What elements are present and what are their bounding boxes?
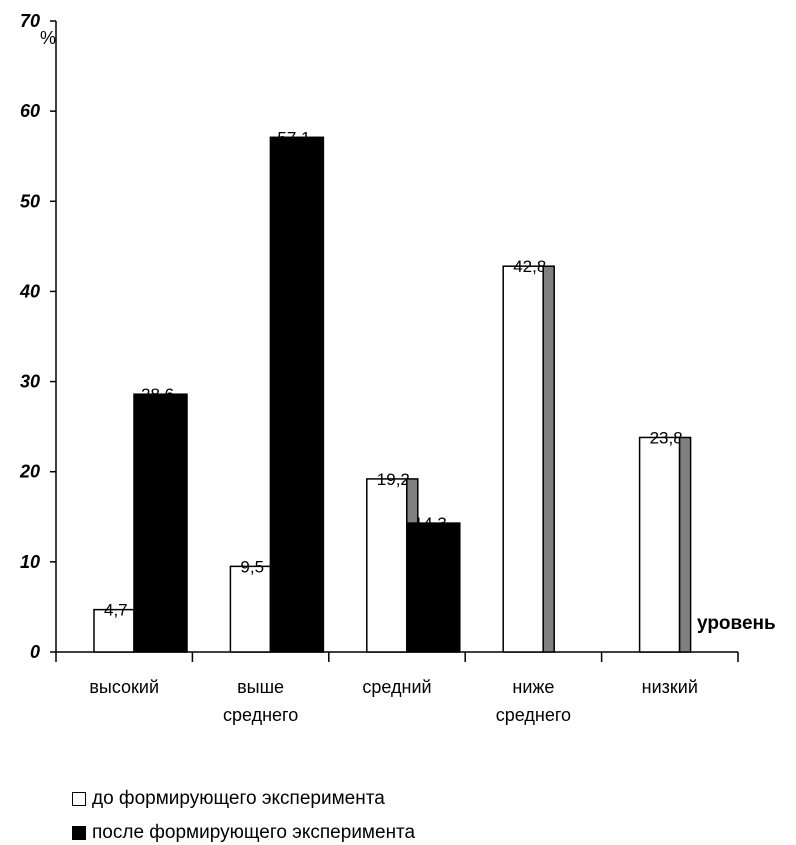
legend-label-before: до формирующего эксперимента <box>92 788 385 809</box>
y-axis-label: % <box>40 28 56 48</box>
legend-swatch-before <box>72 792 86 806</box>
y-tick-label: 70 <box>20 11 40 31</box>
chart-bars: 4,7 28,6 9,5 57,1 19,2 14,3 42,8 23,8 <box>93 128 692 653</box>
x-category-label: высокий <box>89 677 159 697</box>
y-tick-label: 60 <box>20 101 40 121</box>
x-category-label: средний <box>362 677 431 697</box>
legend-swatch-after <box>72 826 86 840</box>
data-label-before: 42,8 <box>513 257 546 276</box>
y-tick-label: 30 <box>20 372 40 392</box>
y-tick-label: 40 <box>19 281 40 301</box>
data-label-before: 9,5 <box>240 557 264 576</box>
bar-before <box>229 565 272 653</box>
data-label-after: 28,6 <box>141 385 174 404</box>
bar-before <box>93 608 135 653</box>
bar-before <box>366 478 408 653</box>
x-category-label: ниже <box>512 677 554 697</box>
bar-before <box>502 265 544 653</box>
data-label-before: 4,7 <box>104 601 128 620</box>
x-category-label: среднего <box>223 705 298 725</box>
data-label-before: 23,8 <box>650 428 683 447</box>
y-tick-label: 0 <box>30 642 40 662</box>
bar-shadow <box>542 265 555 653</box>
bar-chart: 0 10 20 30 40 50 60 70 4,7 28,6 9,5 57,1 19,2 14,3 42… <box>19 11 776 725</box>
x-category-label: среднего <box>496 705 571 725</box>
x-axis-label: уровень <box>697 613 776 634</box>
bar-before <box>638 436 681 653</box>
legend-item-after: после формирующего эксперимента <box>72 822 415 844</box>
x-category-label: выше <box>237 677 284 697</box>
y-tick-labels: 0 10 20 30 40 50 60 70 <box>19 11 40 662</box>
bar-after <box>133 393 188 653</box>
y-tick-label: 20 <box>19 462 40 482</box>
x-category-label: низкий <box>642 677 698 697</box>
data-label-before: 19,2 <box>377 470 410 489</box>
data-label-after: 14,3 <box>414 514 447 533</box>
legend-item-before: до формирующего эксперимента <box>72 788 385 810</box>
bar-shadow <box>678 436 692 653</box>
bar-after <box>406 522 461 653</box>
y-tick-label: 10 <box>20 552 40 572</box>
legend-label-after: после формирующего эксперимента <box>92 822 416 843</box>
data-label-after: 57,1 <box>277 128 310 147</box>
bar-after <box>269 136 325 653</box>
y-tick-label: 50 <box>20 191 40 211</box>
x-tick-labels: высокий выше среднего средний ниже среднего ни… <box>89 677 698 725</box>
bar-shadow <box>406 478 419 524</box>
